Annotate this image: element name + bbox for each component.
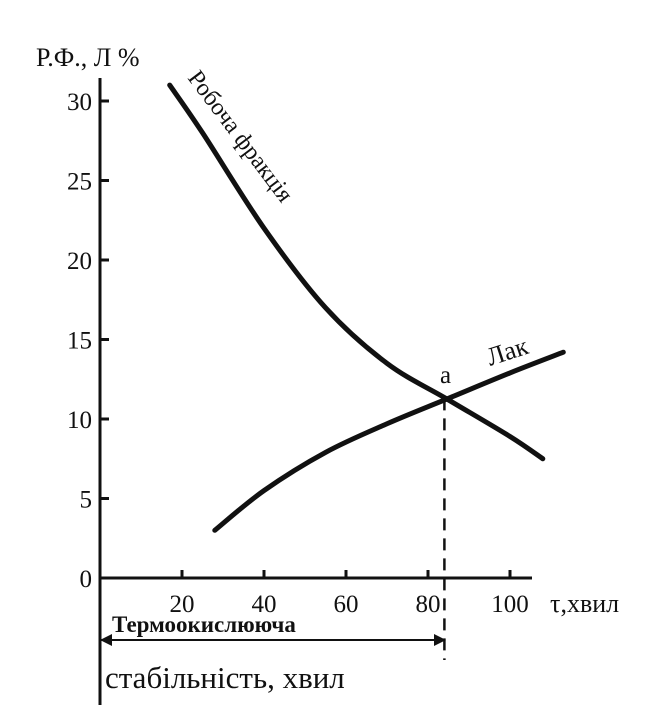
y-tick-label: 0 — [80, 566, 93, 593]
x-tick-label: 100 — [491, 591, 529, 618]
series-line-working-fraction — [167, 82, 546, 462]
series-lines — [167, 82, 566, 533]
intersection-label: a — [440, 362, 451, 389]
y-tick-label: 30 — [67, 89, 92, 116]
span-arrow-left — [100, 634, 112, 646]
x-axis-title: τ,хвил — [550, 589, 619, 618]
series-label-working-fraction: Робоча фракція — [182, 66, 298, 207]
x-tick-label: 80 — [416, 591, 441, 618]
y-axis-title: Р.Ф., Л % — [36, 43, 140, 72]
span-label-top: Термоокислююча — [112, 612, 296, 637]
y-tick-label: 20 — [67, 248, 92, 275]
x-tick-label: 40 — [252, 591, 277, 618]
tick-labels: 0 5 10 15 20 25 30 20 40 60 80 100 — [67, 89, 529, 618]
axes — [98, 78, 532, 705]
x-tick-label: 60 — [334, 591, 359, 618]
y-tick-label: 10 — [67, 407, 92, 434]
y-tick-label: 5 — [80, 487, 93, 514]
span-label-bottom: стабільність, хвил — [105, 660, 345, 695]
x-tick-label: 20 — [170, 591, 195, 618]
tick-marks — [100, 99, 512, 578]
y-tick-label: 25 — [67, 169, 92, 196]
series-line-lak — [212, 349, 566, 533]
stability-span-arrow — [100, 634, 446, 646]
y-tick-label: 15 — [67, 328, 92, 355]
span-arrow-right — [434, 634, 446, 646]
